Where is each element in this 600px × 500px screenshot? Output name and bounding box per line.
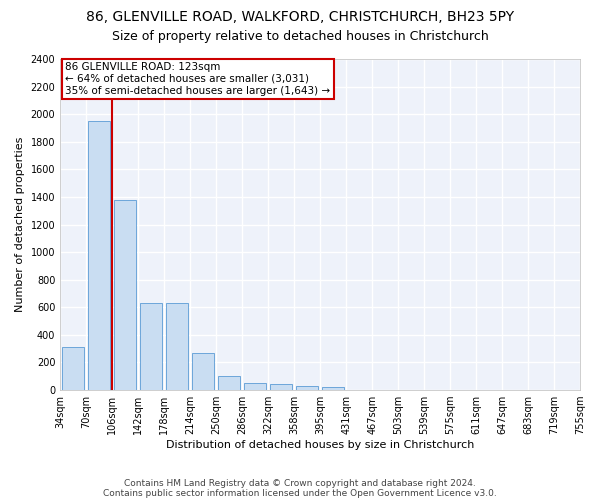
Y-axis label: Number of detached properties: Number of detached properties	[15, 137, 25, 312]
Bar	[140, 303, 162, 390]
Text: Contains public sector information licensed under the Open Government Licence v3: Contains public sector information licen…	[103, 488, 497, 498]
Bar	[322, 386, 344, 390]
Bar	[166, 303, 188, 390]
Bar	[270, 384, 292, 390]
X-axis label: Distribution of detached houses by size in Christchurch: Distribution of detached houses by size …	[166, 440, 474, 450]
Text: 86 GLENVILLE ROAD: 123sqm
← 64% of detached houses are smaller (3,031)
35% of se: 86 GLENVILLE ROAD: 123sqm ← 64% of detac…	[65, 62, 331, 96]
Bar	[192, 353, 214, 390]
Text: Contains HM Land Registry data © Crown copyright and database right 2024.: Contains HM Land Registry data © Crown c…	[124, 478, 476, 488]
Bar	[114, 200, 136, 390]
Bar	[62, 346, 84, 390]
Text: 86, GLENVILLE ROAD, WALKFORD, CHRISTCHURCH, BH23 5PY: 86, GLENVILLE ROAD, WALKFORD, CHRISTCHUR…	[86, 10, 514, 24]
Bar	[218, 376, 240, 390]
Bar	[244, 383, 266, 390]
Bar	[296, 386, 318, 390]
Text: Size of property relative to detached houses in Christchurch: Size of property relative to detached ho…	[112, 30, 488, 43]
Bar	[88, 121, 110, 390]
